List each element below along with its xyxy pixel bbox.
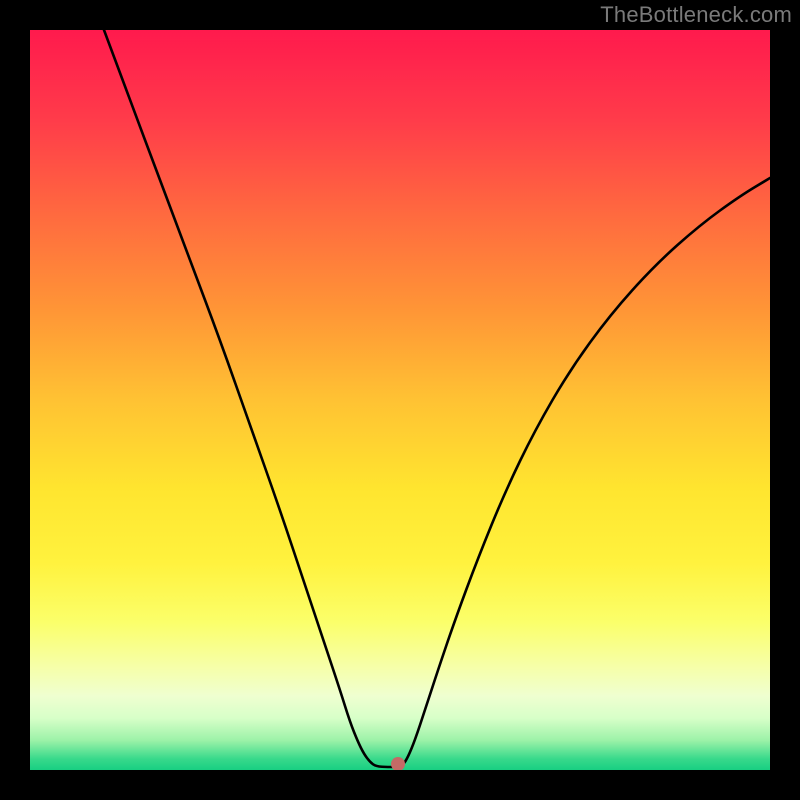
chart-frame: TheBottleneck.com [0,0,800,800]
gradient-background [30,30,770,770]
plot-area [30,30,770,770]
plot-svg [30,30,770,770]
watermark-label: TheBottleneck.com [600,2,792,28]
